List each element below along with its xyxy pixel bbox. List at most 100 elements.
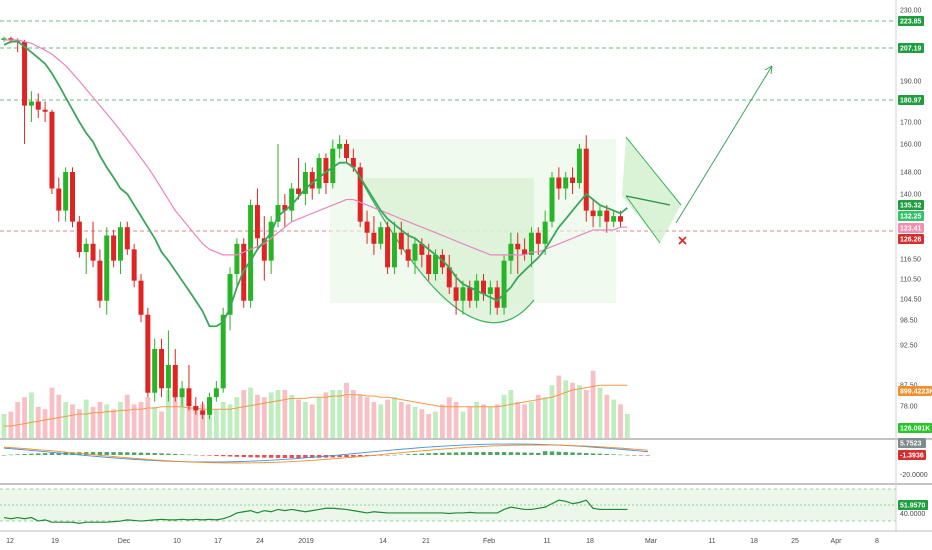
volume-bar (172, 385, 178, 438)
macd-hist-bar (632, 455, 637, 456)
macd-hist-bar (604, 454, 609, 455)
macd-hist-bar (241, 455, 246, 458)
volume-bar (501, 394, 507, 438)
time-tick-label: 2019 (298, 538, 314, 545)
volume-bar (15, 402, 21, 438)
price-tick-label: 98.50 (900, 318, 918, 325)
macd-hist-bar (412, 453, 418, 455)
macd-hist-bar (303, 455, 308, 458)
macd-hist-bar (207, 455, 212, 456)
volume-bar (275, 390, 281, 438)
time-tick-label: 8 (875, 538, 879, 545)
volume-bar (97, 402, 103, 438)
time-axis[interactable]: 12 19 Dec 10 17 24 2019 14 21 Feb 11 18 Mar 11 18 25 Apr… (6, 538, 879, 545)
macd-line (3, 443, 648, 463)
volume-bar (494, 404, 500, 438)
candle-body (97, 260, 103, 301)
price-badge (898, 43, 924, 53)
macd-hist-bar (549, 451, 555, 455)
price-axis[interactable]: 230.00 207.19 190.00 170.00 160.00 148.00 140.… (895, 0, 932, 531)
candle-body (179, 388, 185, 398)
volume-bar (357, 394, 363, 438)
price-badge (898, 386, 932, 396)
volume-bar (138, 402, 144, 438)
macd-hist-bar (193, 454, 198, 456)
macd-hist-bar (70, 452, 75, 455)
candle-body (405, 249, 411, 261)
macd-hist-bar (542, 451, 548, 455)
volume-bar (234, 397, 240, 438)
candle-body (28, 101, 34, 106)
price-badge (898, 16, 924, 26)
macd-hist-bar (104, 452, 109, 455)
price-tick-label: 140.00 (900, 192, 922, 199)
volume-bar (316, 397, 322, 438)
volume-bar (337, 390, 343, 438)
macd-hist-bar (173, 453, 178, 455)
candle-body (344, 144, 349, 158)
volume-bar (618, 404, 623, 438)
volume-bar (166, 390, 171, 438)
macd-hist-bar (392, 454, 397, 456)
volume-bar (282, 390, 288, 438)
candle-body (337, 144, 343, 149)
candle-body (433, 254, 439, 274)
volume-bar (56, 394, 62, 438)
volume-bar (193, 406, 199, 438)
volume-bar (118, 402, 123, 438)
main-pane (0, 20, 896, 438)
candle-body (350, 158, 356, 168)
volume-bar (590, 370, 596, 438)
volume-bar (323, 392, 329, 438)
volume-bar (535, 394, 541, 438)
macd-hist-bar (289, 455, 294, 458)
macd-hist-bar (453, 452, 459, 455)
volume-bar (474, 402, 480, 438)
candle-body (70, 172, 75, 222)
time-tick-label: 25 (791, 538, 799, 545)
volume-bar (392, 397, 397, 438)
volume-bar (604, 394, 610, 438)
candle-body (501, 260, 507, 308)
candle-body (22, 41, 28, 106)
candle-body (535, 232, 541, 244)
candle-body (227, 274, 233, 315)
candle-body (611, 216, 617, 222)
candle-body (254, 205, 260, 239)
price-badge-label: 126.26 (900, 237, 922, 244)
volume-bar (433, 411, 438, 438)
volume-bar (159, 411, 164, 438)
candle-body (371, 232, 377, 244)
time-tick-label: 12 (6, 538, 14, 545)
candle-body (494, 287, 500, 308)
time-tick-label: 17 (214, 538, 222, 545)
candle-body (1, 38, 7, 40)
macd-hist-bar (405, 454, 411, 455)
volume-bar (152, 406, 158, 438)
flag-mid (625, 195, 671, 206)
macd-hist-bar (645, 455, 651, 456)
price-tick-label: 190.00 (900, 79, 922, 86)
candle-body (563, 177, 569, 189)
candle-body (8, 38, 14, 40)
candle-body (597, 210, 603, 217)
volume-bar (255, 394, 260, 438)
macd-hist-bar (378, 455, 383, 456)
candle-body (508, 243, 514, 261)
macd-hist-bar (36, 453, 41, 455)
volume-bar (8, 411, 14, 438)
volume-bar (70, 404, 75, 438)
candle-body (261, 238, 267, 261)
volume-bar (529, 402, 534, 438)
candle-body (487, 287, 493, 294)
price-tick-label: 160.00 (900, 142, 922, 149)
macd-hist-bar (29, 453, 34, 455)
macd-hist-bar (49, 452, 55, 455)
macd-badge (898, 450, 926, 460)
volume-bar (378, 404, 384, 438)
volume-bar (405, 404, 411, 438)
volume-bar (467, 406, 473, 438)
volume-bar (35, 406, 41, 438)
volume-bar (76, 409, 82, 438)
